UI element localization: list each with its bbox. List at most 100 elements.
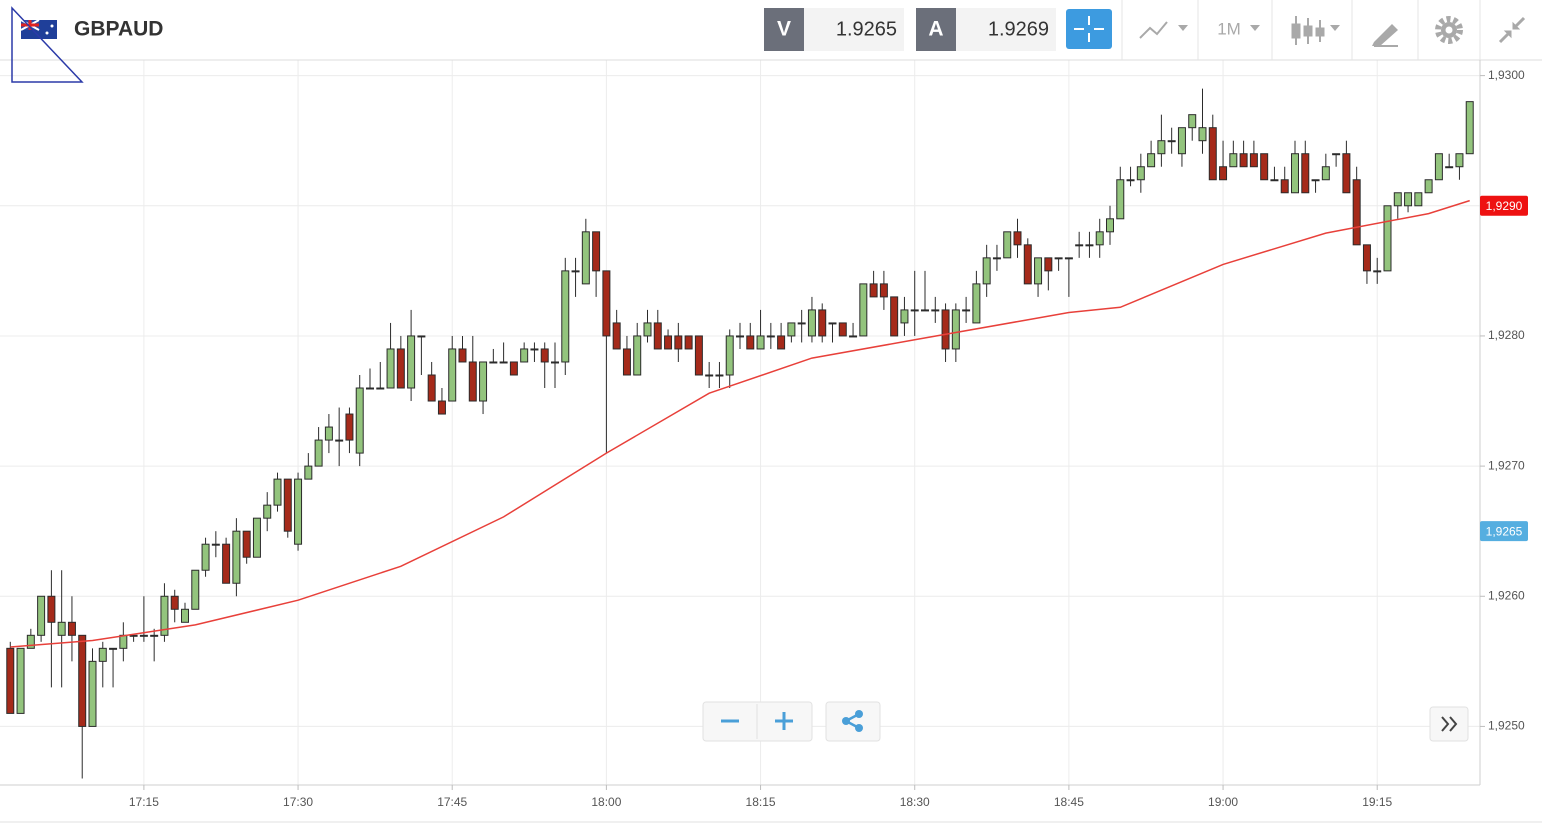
y-tick-label: 1,9260: [1488, 588, 1525, 602]
y-tick-label: 1,9300: [1488, 68, 1525, 82]
candle-body: [1106, 218, 1114, 233]
candle-body: [283, 478, 292, 532]
timeframe-button[interactable]: 1M: [1217, 19, 1241, 38]
collapse-button[interactable]: [1498, 16, 1526, 44]
candle-body: [160, 595, 169, 636]
y-tick-label: 1,9270: [1488, 458, 1525, 472]
candle-body: [47, 595, 56, 623]
draw-button[interactable]: [1372, 24, 1398, 47]
candle-body: [1393, 192, 1402, 207]
candle-body: [1249, 153, 1258, 168]
plot-area: [0, 60, 1480, 785]
candle-body: [612, 322, 621, 350]
candle-body: [992, 257, 1001, 260]
indicator-button[interactable]: [1139, 21, 1188, 39]
candle-body: [345, 413, 354, 441]
candle-body: [57, 621, 66, 636]
candle-body: [1188, 114, 1197, 129]
candle-body: [324, 426, 333, 441]
candle-body: [807, 309, 816, 337]
candle-body: [674, 335, 683, 350]
zoom-in-button[interactable]: [775, 712, 793, 730]
candle-body: [1280, 179, 1289, 194]
candle-body: [1291, 153, 1299, 194]
y-tick-label: 1,9250: [1488, 719, 1525, 733]
candle-body: [694, 335, 703, 376]
candle-body: [664, 335, 673, 350]
bid-price: 1.9265: [836, 18, 897, 40]
candle-body: [479, 361, 488, 402]
candle-body: [6, 647, 15, 714]
candle-body: [602, 270, 611, 337]
candle-body: [1301, 153, 1310, 194]
x-tick-label: 18:15: [746, 795, 776, 809]
ask-price: 1.9269: [988, 18, 1049, 40]
ask-button[interactable]: [916, 8, 956, 51]
moving-average-line: [10, 199, 1470, 648]
candle-body: [571, 270, 580, 273]
candle-body: [561, 270, 570, 363]
candle-body: [1321, 166, 1330, 181]
bid-button[interactable]: [764, 8, 804, 51]
candle-body: [181, 608, 189, 623]
candle-body: [1147, 153, 1156, 168]
candle-body: [581, 231, 590, 285]
candle-body: [252, 517, 261, 558]
candle-body: [1023, 244, 1032, 285]
candle-body: [1075, 244, 1084, 247]
candle-body: [530, 348, 539, 351]
price-marker: [1480, 521, 1528, 542]
candle-body: [828, 322, 837, 325]
candle-body: [962, 309, 971, 312]
candle-body: [715, 374, 724, 377]
candle-body: [386, 348, 395, 389]
price-marker-label: 1,9290: [1486, 199, 1523, 213]
chart-type-button[interactable]: [1291, 16, 1340, 45]
candle-body: [1465, 101, 1474, 155]
candle-body: [304, 465, 313, 480]
candle-body: [787, 322, 796, 337]
candle-body: [1219, 166, 1228, 181]
y-tick-label: 1,9280: [1488, 328, 1525, 342]
candle-body: [499, 361, 508, 364]
candle-body: [592, 231, 601, 272]
share-button[interactable]: [825, 701, 881, 742]
candle-body: [1311, 179, 1320, 182]
candle-body: [951, 309, 960, 350]
candle-body: [468, 361, 477, 402]
candle-body: [941, 309, 950, 350]
price-marker: [1480, 195, 1528, 216]
candle-body: [900, 309, 909, 324]
candle-body: [1003, 231, 1012, 259]
x-tick-label: 19:00: [1208, 795, 1238, 809]
candle-body: [879, 283, 888, 298]
candle-body: [1095, 231, 1104, 246]
candle-body: [1085, 244, 1094, 247]
candle-body: [88, 660, 97, 727]
candle-body: [1136, 166, 1145, 181]
candle-body: [1342, 153, 1351, 194]
settings-button[interactable]: [1435, 16, 1463, 44]
crosshair-button[interactable]: [1066, 9, 1112, 49]
candle-body: [921, 309, 929, 312]
candle-body: [1229, 153, 1238, 168]
candle-body: [520, 348, 529, 363]
candle-body: [1414, 192, 1423, 207]
candle-body: [797, 322, 806, 325]
candle-body: [1157, 140, 1166, 155]
candle-body: [1116, 179, 1125, 220]
candle-body: [653, 322, 662, 350]
candle-body: [1373, 270, 1382, 273]
candle-body: [725, 335, 734, 376]
candle-body: [1352, 179, 1361, 246]
candle-body: [417, 335, 426, 338]
candle-body: [1239, 153, 1248, 168]
candle-body: [910, 309, 919, 312]
candle-body: [1044, 257, 1053, 272]
scroll-end-button[interactable]: [1429, 706, 1469, 742]
timeframe-caret: [1250, 25, 1260, 31]
x-tick-label: 17:30: [283, 795, 313, 809]
candle-body: [1404, 192, 1413, 207]
